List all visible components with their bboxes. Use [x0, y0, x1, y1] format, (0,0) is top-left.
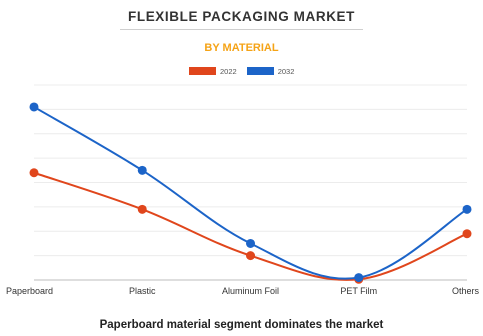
legend-item-2022[interactable]: 2022 — [189, 67, 237, 76]
data-point-2022 — [137, 204, 147, 214]
legend: 2022 2032 — [189, 65, 304, 77]
legend-item-2032[interactable]: 2032 — [246, 66, 295, 76]
data-point-2032 — [354, 273, 364, 283]
x-tick-label: Paperboard — [6, 286, 53, 296]
data-point-2022 — [246, 251, 255, 261]
chart-footer-caption: Paperboard material segment dominates th… — [99, 319, 384, 331]
legend-label-2032: 2032 — [277, 66, 295, 76]
chart-subtitle: BY MATERIAL — [204, 42, 279, 54]
chart-title: FLEXIBLE PACKAGING MARKET — [128, 9, 355, 24]
title-underline — [120, 29, 363, 30]
data-point-2022 — [29, 168, 39, 178]
data-point-2032 — [137, 165, 147, 175]
data-point-2032 — [462, 204, 472, 214]
legend-label-2022: 2022 — [220, 66, 237, 76]
series-line-2022 — [33, 171, 468, 281]
x-tick-label: Others — [452, 286, 480, 296]
legend-swatch-2032 — [246, 67, 274, 75]
x-tick-label: PET Film — [340, 286, 377, 296]
x-tick-label: Plastic — [129, 286, 156, 296]
data-point-2032 — [29, 102, 39, 112]
legend-swatch-2022 — [189, 67, 216, 75]
data-point-2022 — [462, 229, 472, 239]
data-point-2032 — [246, 238, 255, 248]
x-tick-label: Aluminum Foil — [222, 286, 279, 296]
